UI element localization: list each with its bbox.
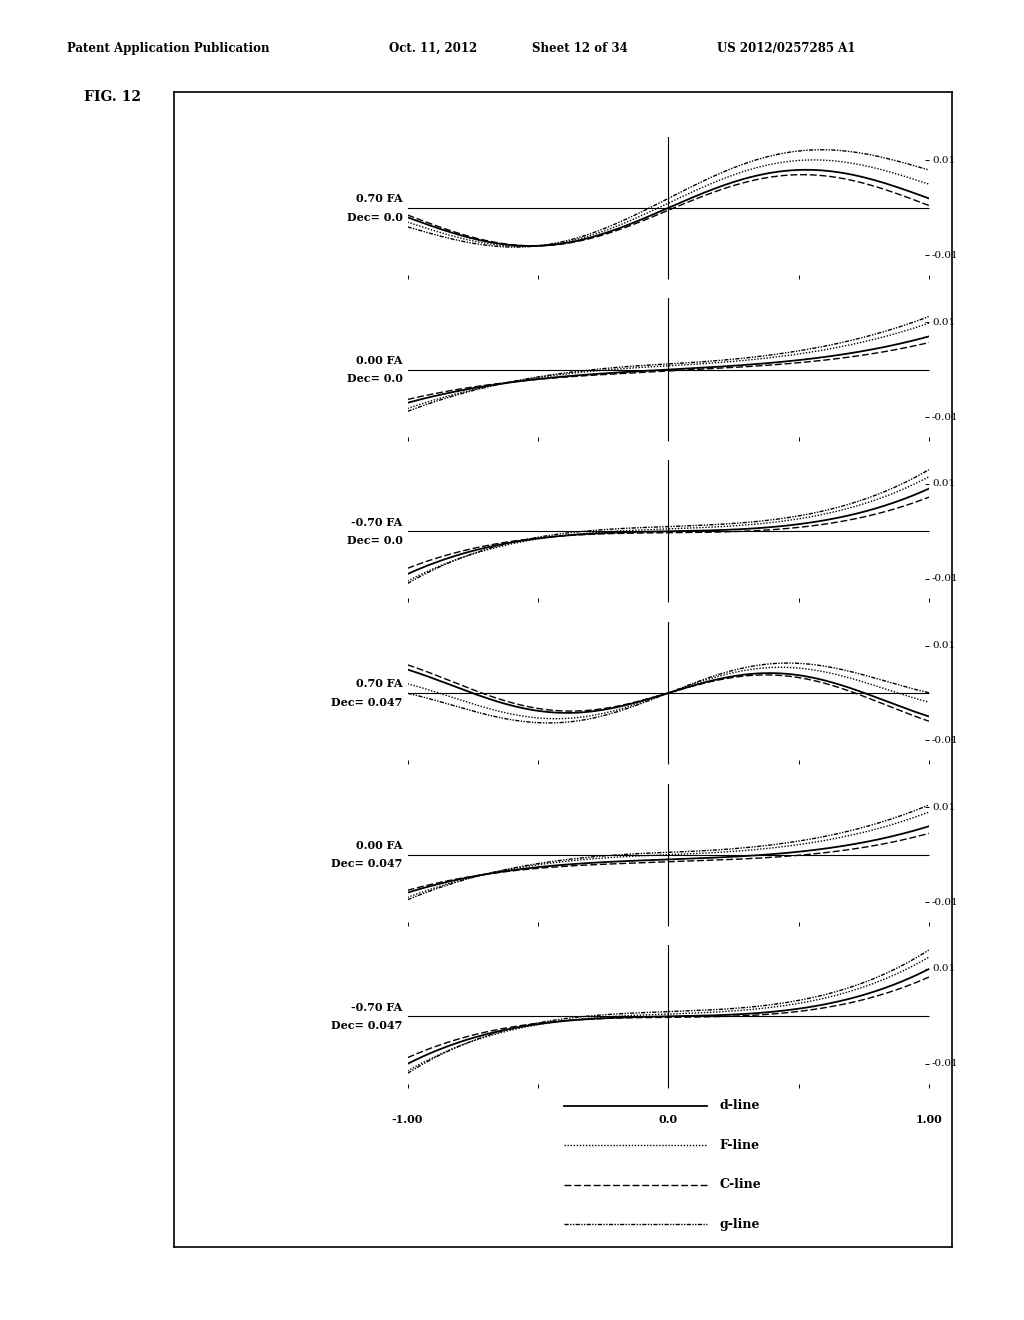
Text: -0.70 FA: -0.70 FA xyxy=(351,516,402,528)
Text: -0.01: -0.01 xyxy=(932,737,958,744)
Text: -0.01: -0.01 xyxy=(932,413,958,421)
Text: Dec= 0.047: Dec= 0.047 xyxy=(331,697,402,708)
Text: 0.00 FA: 0.00 FA xyxy=(356,355,402,366)
Text: -0.01: -0.01 xyxy=(932,898,958,907)
Text: 0.0: 0.0 xyxy=(658,1114,678,1125)
Text: Dec= 0.047: Dec= 0.047 xyxy=(331,858,402,870)
Text: 0.01: 0.01 xyxy=(932,965,955,973)
Text: 0.01: 0.01 xyxy=(932,479,955,488)
Text: Dec= 0.047: Dec= 0.047 xyxy=(331,1020,402,1031)
Text: 0.00 FA: 0.00 FA xyxy=(356,840,402,851)
Text: -0.01: -0.01 xyxy=(932,251,958,260)
Text: C-line: C-line xyxy=(720,1179,762,1191)
Text: -1.00: -1.00 xyxy=(392,1114,423,1125)
Text: 0.70 FA: 0.70 FA xyxy=(355,193,402,205)
Text: 0.01: 0.01 xyxy=(932,642,955,649)
Text: Dec= 0.0: Dec= 0.0 xyxy=(346,374,402,384)
Text: Oct. 11, 2012: Oct. 11, 2012 xyxy=(389,42,477,55)
Text: FIG. 12: FIG. 12 xyxy=(84,90,141,104)
Text: -0.01: -0.01 xyxy=(932,574,958,583)
Text: Dec= 0.0: Dec= 0.0 xyxy=(346,211,402,223)
Text: 0.01: 0.01 xyxy=(932,156,955,165)
Text: US 2012/0257285 A1: US 2012/0257285 A1 xyxy=(717,42,855,55)
Text: Dec= 0.0: Dec= 0.0 xyxy=(346,535,402,546)
Text: -0.70 FA: -0.70 FA xyxy=(351,1002,402,1012)
Text: Patent Application Publication: Patent Application Publication xyxy=(67,42,269,55)
Text: 0.70 FA: 0.70 FA xyxy=(355,678,402,689)
Text: -0.01: -0.01 xyxy=(932,1060,958,1068)
Text: F-line: F-line xyxy=(720,1139,760,1151)
Text: 1.00: 1.00 xyxy=(915,1114,942,1125)
Text: g-line: g-line xyxy=(720,1218,760,1230)
Text: d-line: d-line xyxy=(720,1100,760,1111)
Text: 0.01: 0.01 xyxy=(932,803,955,812)
Text: Sheet 12 of 34: Sheet 12 of 34 xyxy=(532,42,629,55)
Text: 0.01: 0.01 xyxy=(932,318,955,326)
